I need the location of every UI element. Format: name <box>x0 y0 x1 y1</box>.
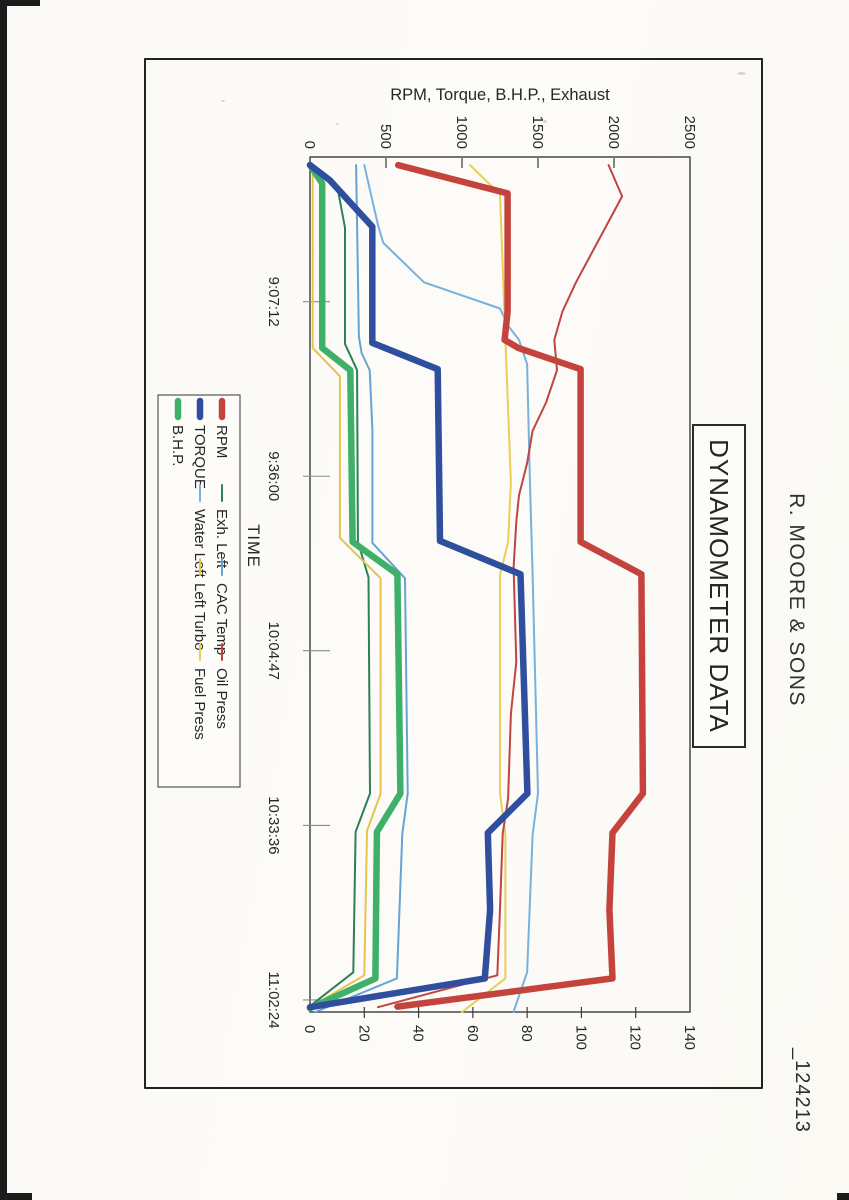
time-axis-tick-label: 10:04:47 <box>265 622 282 680</box>
series-line-fuel-press <box>461 164 512 1013</box>
time-axis-tick-label: 9:36:00 <box>265 451 282 501</box>
legend-label-b-h-p-: B.H.P. <box>169 425 186 466</box>
series-line-b-h-p- <box>306 161 404 1012</box>
legend-label-left-turbo: Left Turbo <box>191 583 208 651</box>
series-line-left-turbo <box>309 164 382 1009</box>
left-axis-tick-label: 1500 <box>529 116 546 149</box>
scan-edge-top-left <box>0 0 40 6</box>
scan-speck <box>221 100 225 102</box>
left-axis-title: RPM, Torque, B.H.P., Exhaust <box>390 86 610 104</box>
x-axis-title: TIME <box>244 524 262 567</box>
scan-edge-left <box>0 6 7 1200</box>
right-axis-tick-label: 100 <box>572 1025 589 1050</box>
left-axis-tick-label: 1000 <box>453 116 470 149</box>
legend-label-fuel-press: Fuel Press <box>191 668 208 740</box>
right-axis-tick-label: 40 <box>410 1025 427 1042</box>
time-axis-tick-label: 10:33:36 <box>265 796 282 854</box>
legend-box <box>157 394 241 788</box>
right-axis-tick-label: 120 <box>627 1025 644 1050</box>
legend-label-exh-left: Exh. Left <box>213 509 230 569</box>
time-axis-tick-label: 11:02:24 <box>265 971 282 1028</box>
left-axis-tick-label: 0 <box>301 141 318 149</box>
legend-label-torque: TORQUE <box>191 425 208 489</box>
series-line-oil-press <box>376 164 624 1009</box>
left-axis-tick-label: 2000 <box>605 116 622 149</box>
right-axis-tick-label: 0 <box>301 1025 318 1033</box>
scan-speck <box>737 72 746 75</box>
legend-label-cac-temp: CAC Temp <box>213 583 230 655</box>
scan-speck <box>543 120 547 123</box>
left-axis-tick-label: 500 <box>377 124 394 149</box>
time-axis-tick-label: 9:07:12 <box>265 277 282 327</box>
scan-edge-bottom-left <box>0 1193 32 1200</box>
scan-edge-bottom-right <box>837 1193 849 1200</box>
legend-label-oil-press: Oil Press <box>213 668 230 729</box>
right-axis-tick-label: 140 <box>681 1025 698 1050</box>
right-axis-tick-label: 80 <box>518 1025 535 1042</box>
series-line-rpm <box>394 161 647 1010</box>
series-line-water-left <box>363 164 539 1013</box>
scan-speck <box>336 123 339 125</box>
right-axis-tick-label: 60 <box>464 1025 481 1042</box>
right-axis-tick-label: 20 <box>355 1025 372 1042</box>
legend-label-water-left: Water Left <box>191 509 208 578</box>
left-axis-tick-label: 2500 <box>681 116 698 149</box>
plot-border <box>309 156 691 1013</box>
series-line-cac-temp <box>314 164 409 1013</box>
series-line-torque <box>306 161 531 1011</box>
legend-label-rpm: RPM <box>213 425 230 458</box>
